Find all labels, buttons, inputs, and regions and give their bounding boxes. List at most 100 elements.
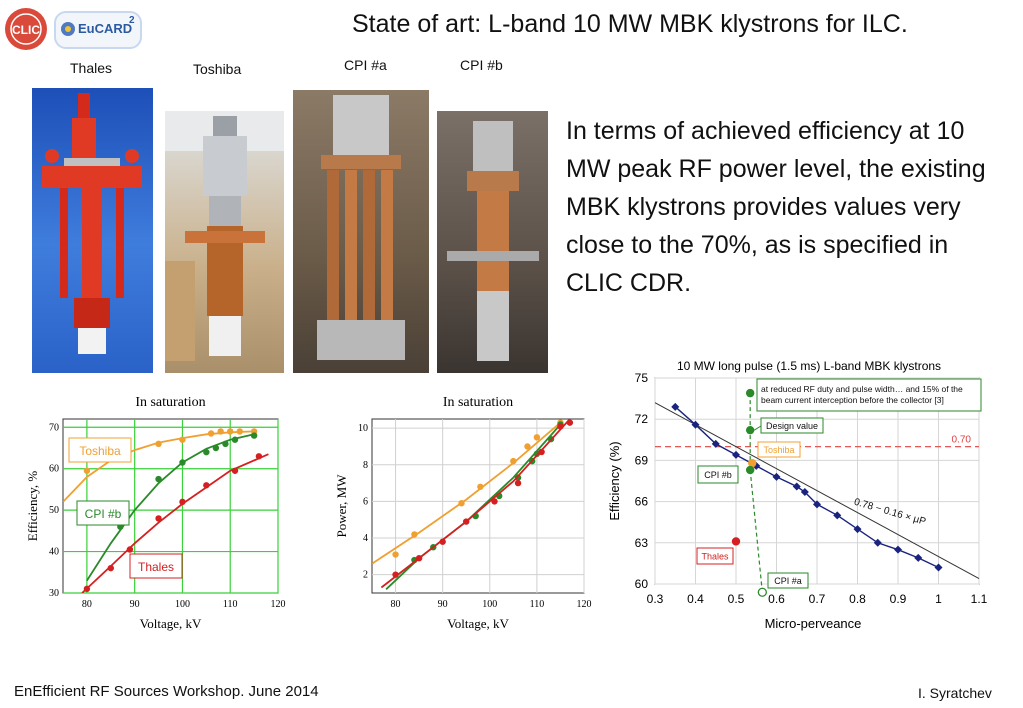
- data-point-toshiba: [510, 457, 517, 465]
- marker-thales: [731, 537, 741, 546]
- data-point-toshiba: [236, 428, 243, 435]
- marker-cpi-a: [757, 587, 767, 597]
- data-point-thales: [231, 467, 239, 474]
- trend-point: [934, 563, 943, 572]
- eucard-logo-text: EuCARD: [78, 21, 133, 36]
- cpi-a-klystron-photo: [293, 90, 429, 373]
- data-point-cpi-b: [514, 474, 522, 481]
- x-tick-label: 80: [391, 599, 401, 610]
- annotation-cpib-box: [697, 465, 739, 484]
- footer-author: I. Syratchev: [918, 685, 992, 701]
- trend-point: [800, 487, 809, 496]
- annotation-design-box: [760, 417, 824, 434]
- data-point-toshiba: [458, 500, 465, 507]
- data-point-thales: [155, 515, 162, 522]
- x-tick-label: 110: [530, 599, 545, 610]
- data-point-cpi-b: [203, 448, 210, 456]
- data-point-thales: [179, 498, 186, 506]
- x-tick-label: 120: [577, 599, 592, 610]
- y-tick-label: 2: [363, 570, 368, 581]
- y-tick-label: 4: [363, 533, 368, 544]
- legend-label-toshiba: Toshiba: [79, 444, 121, 458]
- x-tick-label: 1.1: [971, 592, 988, 606]
- cpi-b-klystron-photo: [437, 111, 548, 373]
- data-point-cpi-b: [222, 440, 229, 448]
- annotation-thales-box: [696, 547, 734, 565]
- data-point-thales: [415, 555, 423, 562]
- y-tick-label: 72: [635, 412, 649, 426]
- trend-point: [853, 525, 862, 534]
- trend-point: [914, 553, 923, 562]
- x-tick-label: 100: [175, 599, 190, 610]
- data-point-thales: [557, 423, 564, 430]
- annotation-design-pointer: [753, 425, 762, 431]
- data-point-toshiba: [392, 551, 399, 558]
- data-point-toshiba: [524, 443, 531, 450]
- data-point-toshiba: [533, 434, 541, 441]
- data-point-cpi-b: [179, 459, 186, 466]
- annotation-toshiba-box: [757, 441, 801, 458]
- trend-point: [772, 472, 781, 481]
- data-point-thales: [83, 585, 91, 593]
- trend-point: [691, 420, 700, 429]
- x-tick-label: 0.9: [890, 592, 907, 606]
- x-axis-label: Voltage, kV: [447, 616, 509, 631]
- eucard-logo: EuCARD 2: [54, 11, 142, 49]
- toshiba-klystron-photo: [165, 111, 284, 373]
- y-tick-label: 30: [49, 588, 59, 599]
- series-curve-toshiba: [372, 422, 561, 565]
- x-tick-label: 90: [438, 599, 448, 610]
- annotation-thales-text: Thales: [701, 552, 729, 562]
- legend-box-toshiba: [68, 437, 132, 463]
- chart-title: In saturation: [135, 395, 205, 410]
- annotation-design-text: Design value: [766, 421, 818, 431]
- y-tick-label: 70: [49, 422, 59, 433]
- annotation-cpia-text: CPI #a: [774, 576, 802, 586]
- y-tick-label: 60: [635, 577, 649, 591]
- eucard-star-icon: [61, 22, 75, 36]
- x-tick-label: 0.4: [687, 592, 704, 606]
- trend-point: [873, 538, 882, 547]
- x-axis-label: Micro-perveance: [765, 616, 862, 631]
- x-tick-label: 0.5: [728, 592, 745, 606]
- data-point-toshiba: [227, 428, 234, 435]
- y-axis-label: Power, MW: [334, 474, 349, 538]
- trend-point: [732, 450, 740, 459]
- x-tick-label: 100: [482, 599, 497, 610]
- annotation-cpia-box: [767, 572, 809, 589]
- data-point-cpi-b: [231, 436, 239, 443]
- x-tick-label: 0.7: [809, 592, 826, 606]
- annotation-toshiba-text: Toshiba: [763, 445, 794, 455]
- power-vs-voltage-chart: In saturation 80 90 100 110 120 2 4 6 8 10 Voltage,…: [334, 395, 592, 631]
- fit-line: [654, 402, 980, 579]
- eucard-logo-sup: 2: [129, 15, 135, 26]
- series-curve-thales: [81, 453, 269, 593]
- photo-label-cpi-a: CPI #a: [344, 57, 387, 73]
- data-point-thales: [566, 419, 574, 426]
- thales-klystron-photo: [32, 88, 153, 373]
- x-tick-label: 0.3: [647, 592, 664, 606]
- y-tick-label: 75: [635, 371, 649, 385]
- y-tick-label: 6: [363, 496, 368, 507]
- trend-point: [833, 511, 842, 520]
- marker-design-value: [745, 425, 755, 435]
- y-tick-label: 63: [635, 536, 649, 550]
- x-tick-label: 0.6: [768, 592, 785, 606]
- data-point-cpi-b: [212, 444, 220, 452]
- legend-label-thales: Thales: [138, 560, 174, 574]
- x-tick-label: 110: [223, 599, 238, 610]
- body-text: In terms of achieved efficiency at 10 MW…: [566, 117, 986, 297]
- data-point-toshiba: [411, 531, 418, 538]
- data-point-toshiba: [155, 440, 162, 448]
- data-point-thales: [203, 482, 210, 489]
- plot-area: [371, 418, 585, 594]
- annotation-reduced-line: at reduced RF duty and pulse width… and …: [761, 384, 963, 394]
- trend-point: [813, 500, 821, 509]
- data-point-toshiba: [83, 467, 91, 474]
- annotation-reduced-line: beam current interception before the col…: [761, 395, 944, 405]
- footer-workshop: EnEfficient RF Sources Workshop. June 20…: [14, 683, 319, 700]
- data-point-thales: [491, 498, 498, 505]
- x-axis-label: Voltage, kV: [140, 616, 202, 631]
- trend-point: [894, 545, 902, 554]
- y-tick-label: 40: [49, 547, 59, 558]
